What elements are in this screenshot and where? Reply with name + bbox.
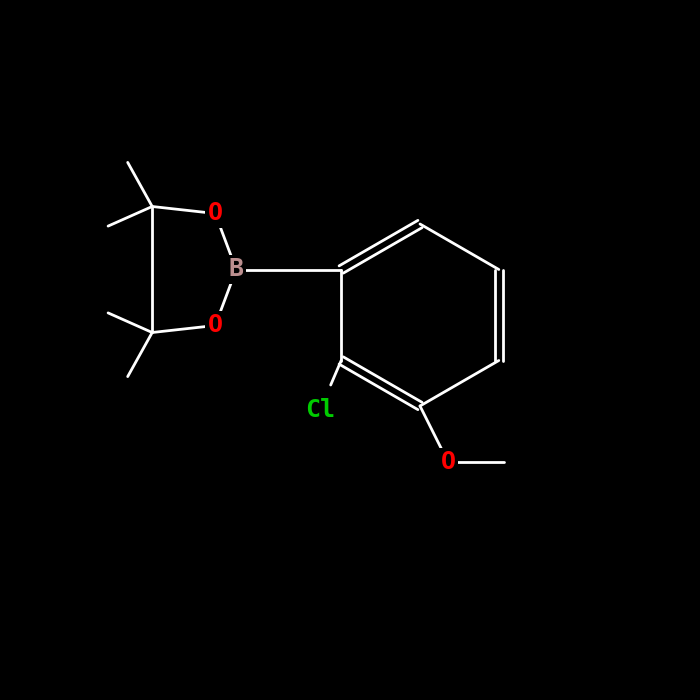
Text: O: O (208, 314, 223, 337)
Text: B: B (229, 258, 244, 281)
Text: O: O (440, 450, 456, 474)
Text: O: O (208, 202, 223, 225)
Text: Cl: Cl (305, 398, 335, 421)
